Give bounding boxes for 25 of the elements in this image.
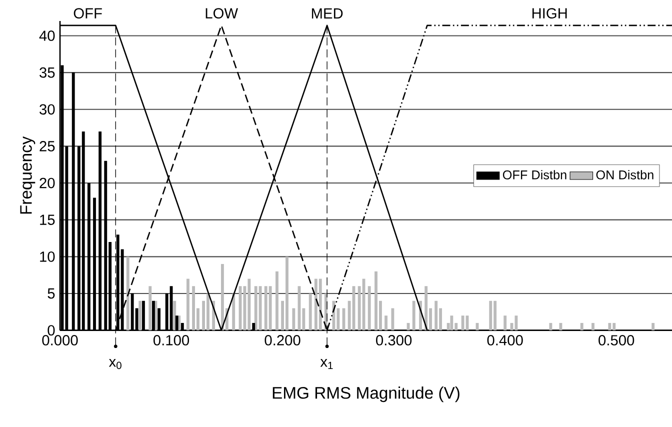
series-label: LOW [206, 8, 238, 18]
x-tick-label: 0.200 [264, 334, 300, 346]
x-tick-label: 0.000 [42, 334, 78, 346]
y-axis-title: Frequency [20, 136, 36, 214]
ref-line-label: x$_{0}$ [108, 358, 122, 369]
y-tick-label: 20 [40, 178, 55, 188]
y-tick-label: 0 [48, 324, 55, 336]
y-tick-label: 40 [39, 30, 55, 41]
x-axis-title: EMG RMS Magnitude (V) [272, 386, 460, 402]
y-tick-label: 25 [40, 140, 55, 152]
y-tick-label: 35 [40, 67, 55, 78]
series-label: HIGH [532, 8, 567, 18]
x-tick-label: 0.400 [487, 334, 523, 346]
series-label: OFF [74, 8, 102, 18]
legend-label: ON Distbn [596, 170, 654, 180]
ref-line-label: x$_{1}$ [320, 358, 333, 369]
series-label: MED [312, 8, 343, 18]
x-tick-label: 0.100 [153, 334, 190, 346]
y-tick-label: 15 [40, 214, 55, 225]
y-tick-label: 30 [40, 104, 55, 114]
y-tick-label: 5 [48, 288, 55, 298]
y-tick-label: 10 [40, 251, 55, 262]
x-tick-label: 0.500 [598, 334, 634, 346]
x-tick-label: 0.300 [376, 334, 412, 346]
legend-label: OFF Distbn [502, 170, 566, 180]
